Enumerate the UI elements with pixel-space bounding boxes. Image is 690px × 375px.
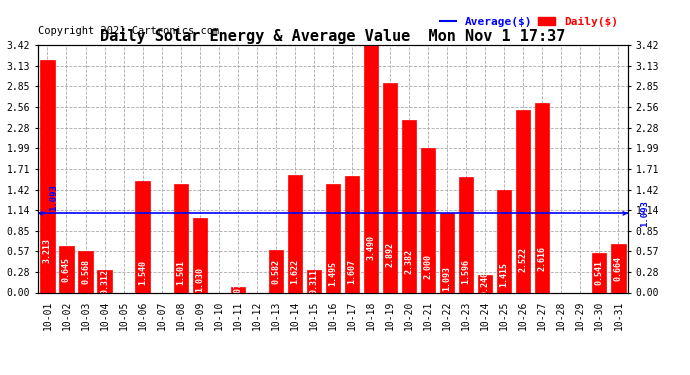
Text: 1.622: 1.622 <box>290 259 299 284</box>
Bar <box>345 176 359 292</box>
Text: 0.568: 0.568 <box>81 260 90 285</box>
Bar <box>535 103 549 292</box>
Bar <box>135 181 150 292</box>
Text: 1.093: 1.093 <box>442 266 452 291</box>
Text: 2.892: 2.892 <box>386 242 395 267</box>
Text: Copyright 2021 Cartronics.com: Copyright 2021 Cartronics.com <box>38 26 219 36</box>
Bar <box>592 254 607 292</box>
Text: 2.382: 2.382 <box>404 249 413 274</box>
Text: 1.415: 1.415 <box>500 262 509 286</box>
Text: 1.093: 1.093 <box>640 200 649 227</box>
Text: 1.495: 1.495 <box>328 261 337 285</box>
Bar <box>478 275 492 292</box>
Bar <box>383 83 397 292</box>
Bar <box>421 148 435 292</box>
Text: 0.312: 0.312 <box>100 269 109 294</box>
Text: 1.501: 1.501 <box>176 261 185 285</box>
Text: 2.616: 2.616 <box>538 246 546 271</box>
Text: 0.311: 0.311 <box>309 269 318 294</box>
Text: 1.093: 1.093 <box>49 184 58 210</box>
Text: 0.645: 0.645 <box>62 256 71 282</box>
Bar <box>326 184 340 292</box>
Bar <box>611 244 626 292</box>
Bar <box>402 120 416 292</box>
Title: Daily Solar Energy & Average Value  Mon Nov 1 17:37: Daily Solar Energy & Average Value Mon N… <box>100 28 566 44</box>
Text: 0.541: 0.541 <box>595 260 604 285</box>
Text: 0.664: 0.664 <box>614 256 623 281</box>
Bar <box>364 40 378 292</box>
Text: 0.072: 0.072 <box>233 278 242 302</box>
Legend: Average($), Daily($): Average($), Daily($) <box>435 12 622 31</box>
Bar <box>97 270 112 292</box>
Text: 1.030: 1.030 <box>195 267 204 292</box>
Bar <box>268 251 283 292</box>
Bar <box>230 287 245 292</box>
Bar <box>459 177 473 292</box>
Bar <box>497 190 511 292</box>
Text: 1.540: 1.540 <box>138 260 147 285</box>
Text: 0.240: 0.240 <box>481 272 490 296</box>
Bar <box>59 246 74 292</box>
Bar <box>288 175 302 292</box>
Text: 0.582: 0.582 <box>271 259 280 284</box>
Bar <box>193 218 207 292</box>
Text: 3.213: 3.213 <box>43 238 52 263</box>
Text: 1.596: 1.596 <box>462 259 471 284</box>
Bar <box>40 60 55 292</box>
Bar <box>516 110 531 292</box>
Text: 1.607: 1.607 <box>348 259 357 284</box>
Bar <box>174 184 188 292</box>
Text: 2.522: 2.522 <box>519 247 528 272</box>
Text: 2.000: 2.000 <box>424 254 433 279</box>
Bar <box>307 270 321 292</box>
Text: 3.490: 3.490 <box>366 234 375 260</box>
Bar <box>440 213 454 292</box>
Bar <box>79 251 92 292</box>
